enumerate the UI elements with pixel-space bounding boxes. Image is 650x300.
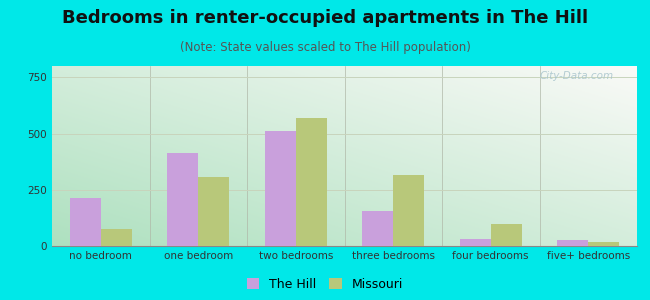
Bar — [557, 240, 588, 246]
Bar — [296, 118, 327, 246]
Text: (Note: State values scaled to The Hill population): (Note: State values scaled to The Hill p… — [179, 40, 471, 53]
Bar — [491, 224, 522, 246]
Text: Bedrooms in renter-occupied apartments in The Hill: Bedrooms in renter-occupied apartments i… — [62, 9, 588, 27]
Bar — [460, 239, 491, 246]
Bar — [101, 229, 132, 246]
Legend: The Hill, Missouri: The Hill, Missouri — [247, 278, 403, 291]
Bar — [198, 177, 229, 246]
Text: City-Data.com: City-Data.com — [540, 71, 614, 81]
Bar — [70, 198, 101, 246]
Bar — [362, 211, 393, 246]
Bar — [265, 131, 296, 246]
Bar — [167, 153, 198, 246]
Bar — [393, 175, 424, 246]
Bar — [588, 242, 619, 246]
